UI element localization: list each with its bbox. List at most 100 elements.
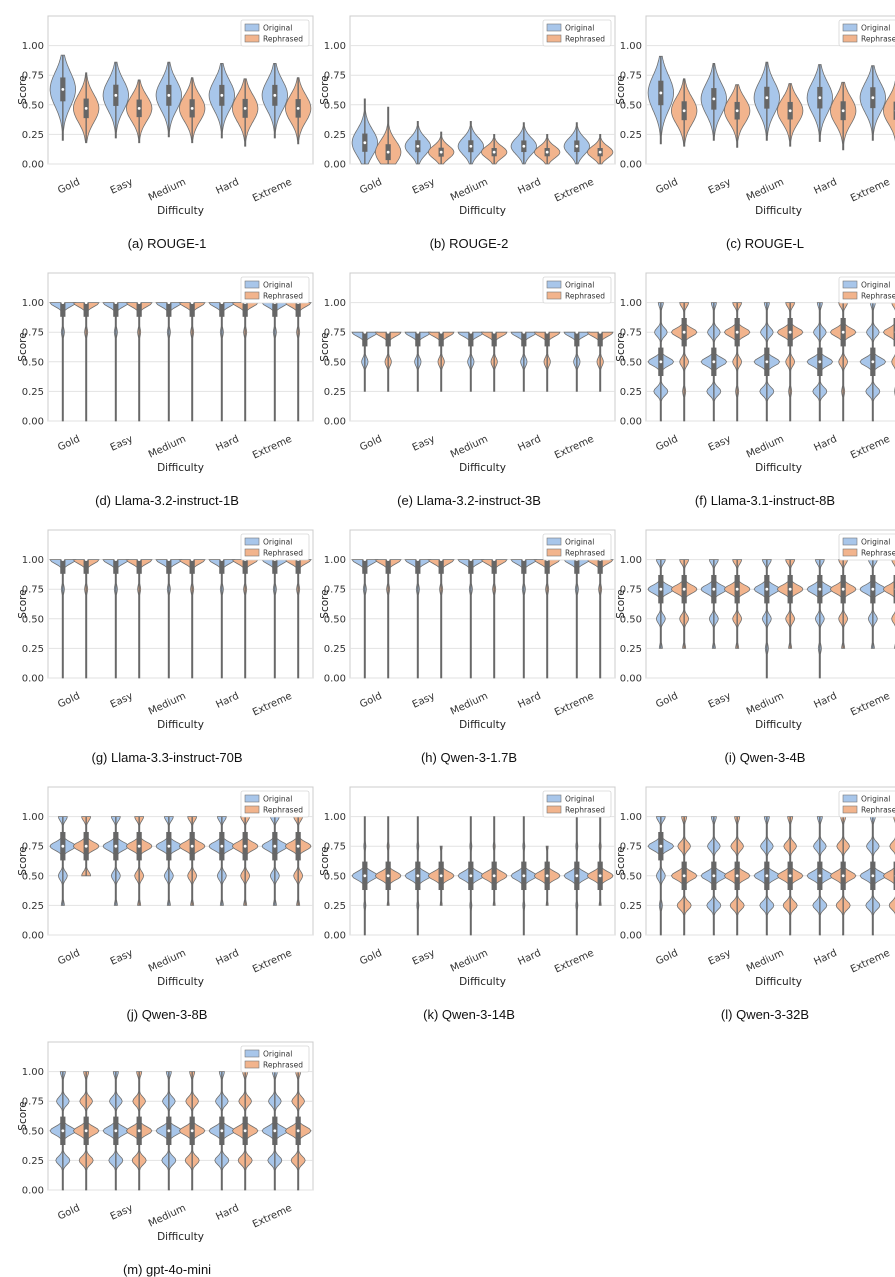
- x-tick-label: Hard: [516, 434, 542, 454]
- legend-swatch-rephrased: [843, 806, 857, 813]
- median-dot: [220, 94, 223, 97]
- x-axis-label: Difficulty: [157, 205, 204, 217]
- median-dot: [493, 331, 496, 334]
- x-tick-label: Extreme: [553, 948, 596, 976]
- x-tick-label: Medium: [745, 434, 786, 461]
- x-tick-label: Extreme: [251, 691, 294, 719]
- median-dot: [244, 1129, 247, 1132]
- x-tick-label: Extreme: [849, 177, 892, 205]
- legend-swatch-original: [245, 281, 259, 288]
- median-dot: [522, 331, 525, 334]
- x-axis-label: Difficulty: [157, 719, 204, 731]
- iqr-box: [190, 560, 195, 574]
- median-dot: [61, 845, 64, 848]
- figure-caption: (k) Qwen-3-14B: [320, 1007, 618, 1022]
- median-dot: [683, 109, 686, 112]
- x-tick-label: Extreme: [251, 948, 294, 976]
- legend-label: Rephrased: [565, 292, 605, 301]
- median-dot: [712, 588, 715, 591]
- y-axis-label: Score: [615, 846, 627, 875]
- legend-label: Rephrased: [861, 292, 895, 301]
- iqr-box: [166, 303, 171, 317]
- median-dot: [273, 845, 276, 848]
- x-tick-label: Easy: [109, 1203, 135, 1223]
- legend-label: Original: [565, 281, 594, 290]
- x-tick-label: Medium: [449, 948, 490, 975]
- median-dot: [61, 1129, 64, 1132]
- x-tick-label: Gold: [56, 948, 81, 968]
- median-dot: [842, 874, 845, 877]
- y-axis-label: Score: [319, 589, 331, 618]
- legend-swatch-original: [547, 795, 561, 802]
- legend-swatch-original: [843, 538, 857, 545]
- iqr-box: [137, 303, 142, 317]
- x-tick-label: Easy: [109, 948, 135, 968]
- iqr-box: [386, 560, 391, 574]
- x-tick-label: Easy: [707, 177, 733, 197]
- x-tick-label: Medium: [147, 691, 188, 718]
- iqr-box: [415, 560, 420, 574]
- x-tick-label: Extreme: [849, 948, 892, 976]
- figure-caption: (b) ROUGE-2: [320, 236, 618, 251]
- x-tick-label: Hard: [214, 434, 240, 454]
- legend-label: Original: [263, 1050, 292, 1059]
- y-tick-label: 0.00: [22, 1186, 44, 1197]
- median-dot: [114, 1129, 117, 1132]
- y-tick-label: 1.00: [324, 812, 346, 823]
- median-dot: [220, 845, 223, 848]
- x-tick-label: Hard: [516, 691, 542, 711]
- iqr-box: [468, 332, 473, 346]
- legend-swatch-rephrased: [245, 35, 259, 42]
- x-tick-label: Hard: [812, 691, 838, 711]
- median-dot: [363, 874, 366, 877]
- y-axis-label: Score: [17, 589, 29, 618]
- iqr-box: [190, 303, 195, 317]
- x-tick-label: Medium: [449, 177, 490, 204]
- legend-swatch-original: [843, 24, 857, 31]
- iqr-box: [386, 332, 391, 346]
- median-dot: [273, 94, 276, 97]
- x-tick-label: Gold: [654, 691, 679, 711]
- median-dot: [546, 331, 549, 334]
- median-dot: [659, 588, 662, 591]
- median-dot: [469, 558, 472, 561]
- median-dot: [138, 558, 141, 561]
- median-dot: [85, 301, 88, 304]
- legend-swatch-rephrased: [245, 292, 259, 299]
- legend-swatch-rephrased: [547, 35, 561, 42]
- median-dot: [220, 1129, 223, 1132]
- y-tick-label: 0.25: [620, 130, 642, 141]
- median-dot: [138, 301, 141, 304]
- iqr-box: [84, 303, 89, 317]
- y-tick-label: 1.00: [22, 1067, 44, 1078]
- median-dot: [871, 96, 874, 99]
- median-dot: [493, 151, 496, 154]
- iqr-box: [219, 303, 224, 317]
- x-tick-label: Gold: [358, 434, 383, 454]
- median-dot: [575, 331, 578, 334]
- y-tick-label: 0.00: [324, 674, 346, 685]
- figure-caption: (c) ROUGE-L: [616, 236, 895, 251]
- x-tick-label: Gold: [654, 434, 679, 454]
- x-tick-label: Gold: [358, 948, 383, 968]
- iqr-box: [243, 303, 248, 317]
- median-dot: [842, 588, 845, 591]
- y-tick-label: 1.00: [324, 41, 346, 52]
- median-dot: [416, 331, 419, 334]
- legend-swatch-rephrased: [843, 549, 857, 556]
- median-dot: [440, 558, 443, 561]
- x-tick-label: Extreme: [251, 177, 294, 205]
- x-tick-label: Extreme: [849, 434, 892, 462]
- y-tick-label: 1.00: [620, 41, 642, 52]
- x-tick-label: Hard: [812, 177, 838, 197]
- x-tick-label: Hard: [516, 948, 542, 968]
- x-tick-label: Gold: [56, 691, 81, 711]
- legend-swatch-rephrased: [843, 292, 857, 299]
- y-tick-label: 1.00: [22, 298, 44, 309]
- y-tick-label: 0.00: [324, 160, 346, 171]
- iqr-box: [521, 560, 526, 574]
